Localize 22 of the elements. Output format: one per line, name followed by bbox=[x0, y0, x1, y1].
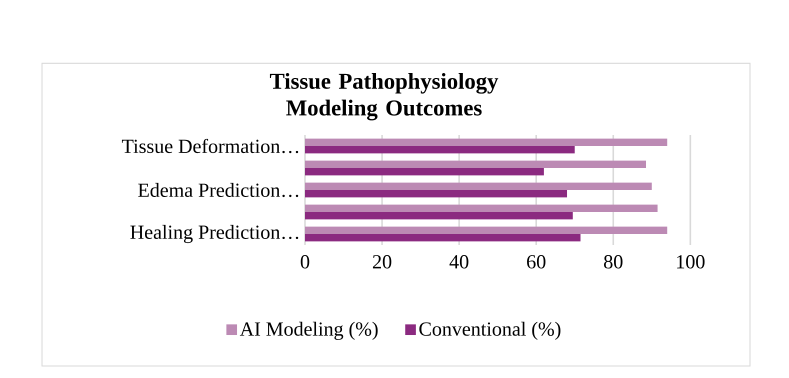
x-tick-label: 0 bbox=[300, 255, 310, 269]
bar bbox=[305, 146, 575, 154]
bar bbox=[305, 212, 573, 220]
y-tick-label: Healing Prediction… bbox=[130, 224, 298, 244]
x-tick-label: 40 bbox=[450, 255, 468, 269]
y-tick-label: Tissue Deformation… bbox=[122, 138, 298, 154]
bar bbox=[305, 182, 652, 190]
bar bbox=[305, 226, 668, 234]
legend-label: Conventional (%) bbox=[419, 322, 560, 340]
x-tick-label: 100 bbox=[677, 255, 705, 269]
chart-title: Tissue Pathophysiology Modeling Outcomes bbox=[270, 72, 498, 120]
bar bbox=[305, 190, 568, 198]
x-tick-label: 60 bbox=[527, 255, 546, 269]
legend-label: AI Modeling (%) bbox=[240, 322, 378, 340]
bar bbox=[305, 168, 544, 176]
x-tick-label: 80 bbox=[604, 255, 623, 269]
y-tick-label: Edema Prediction… bbox=[138, 182, 298, 198]
bar bbox=[305, 234, 581, 242]
bar bbox=[305, 160, 646, 168]
x-tick-label: 20 bbox=[372, 255, 392, 269]
bar bbox=[305, 204, 658, 212]
bar bbox=[305, 138, 668, 146]
